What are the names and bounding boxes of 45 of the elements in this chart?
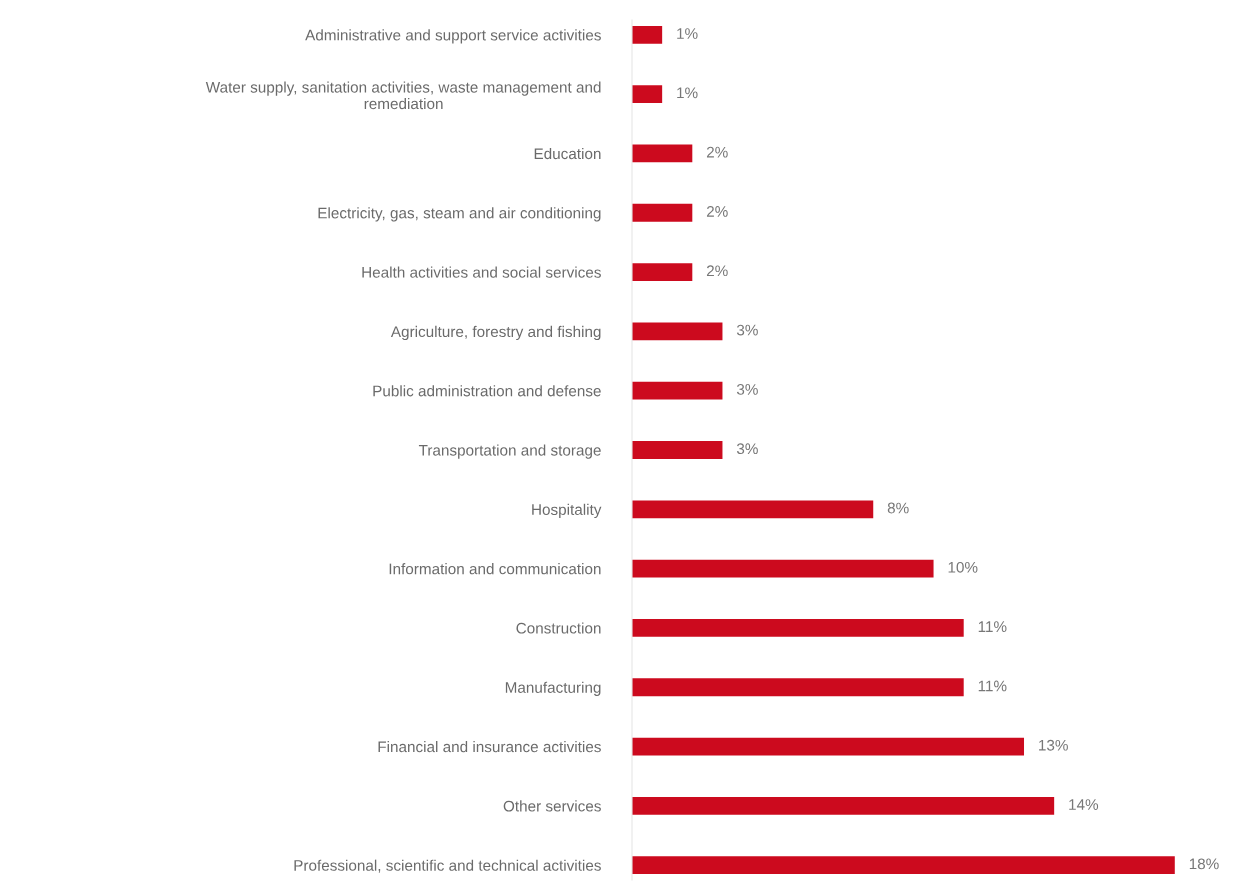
bar: [632, 619, 964, 637]
bar: [632, 144, 693, 163]
bar: [632, 559, 934, 578]
bar: [632, 441, 723, 459]
data-label: 11%: [978, 680, 1007, 692]
bar: [632, 500, 874, 519]
bar: [632, 322, 723, 341]
data-label: 2%: [706, 206, 728, 217]
bar: [632, 263, 693, 281]
bar: [632, 381, 723, 400]
y-tick-label: Professional, scientific and technical activities: [294, 859, 601, 873]
data-label: 3%: [736, 324, 758, 336]
data-label: 2%: [706, 146, 728, 158]
y-tick-label: Construction: [516, 622, 601, 634]
data-label: 10%: [948, 561, 978, 573]
y-tick-label: Education: [534, 147, 601, 160]
y-tick-label: Hospitality: [532, 503, 602, 519]
y-tick-label: Transportation and storage: [418, 444, 601, 459]
data-label: 13%: [1039, 739, 1068, 751]
y-tick-label: Health activities and social services: [362, 266, 601, 278]
bar: [632, 796, 1055, 815]
data-label: 14%: [1069, 799, 1099, 810]
data-label: 11%: [978, 621, 1007, 632]
bar: [632, 737, 1025, 756]
data-label: 3%: [736, 383, 758, 395]
y-tick-label: Public administration and defense: [373, 385, 601, 397]
bar: [632, 25, 663, 44]
data-label: 8%: [887, 502, 909, 514]
y-tick-label: Agriculture, forestry and fishing: [390, 325, 601, 341]
bar: [632, 203, 693, 222]
data-label: 2%: [706, 265, 728, 277]
data-label: 3%: [736, 443, 758, 455]
y-tick-label: Financial and insurance activities: [378, 741, 601, 753]
y-tick-label: Administrative and support service activities: [305, 29, 601, 44]
data-label: 1%: [677, 28, 698, 39]
y-tick-label: Other services: [503, 800, 601, 812]
bar: [632, 85, 663, 104]
y-tick-label: Manufacturing: [505, 681, 601, 696]
y-tick-label: Electricity, gas, steam and air conditioning: [318, 207, 601, 222]
y-tick-label: Water supply, sanitation activities, waste management and remediation: [205, 81, 601, 110]
data-label: 1%: [677, 87, 698, 99]
data-label: 18%: [1189, 858, 1219, 870]
bar: [632, 856, 1175, 875]
bar: [632, 678, 964, 697]
y-tick-label: Information and communication: [389, 563, 601, 575]
